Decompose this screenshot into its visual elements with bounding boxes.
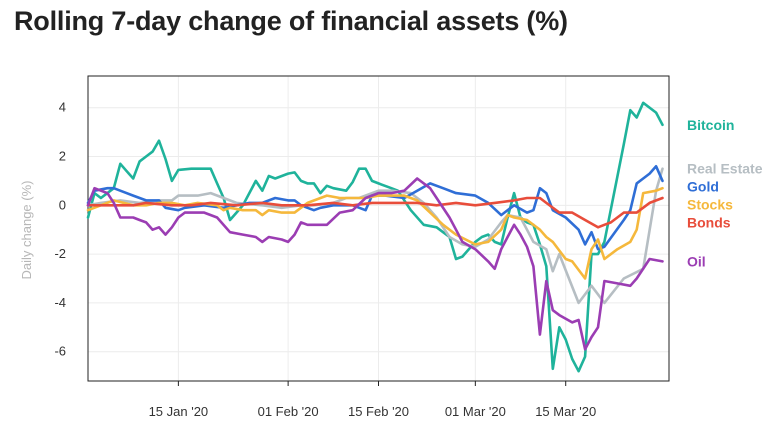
y-tick-label: -4 xyxy=(54,295,66,310)
series-lines xyxy=(86,101,664,373)
y-axis-title: Daily change (%) xyxy=(19,181,34,280)
legend: Bitcoin Real Estate Gold Stocks Bonds Oil xyxy=(687,117,763,270)
series-line-oil xyxy=(86,177,664,351)
series-line-bitcoin xyxy=(86,101,664,373)
y-tick-label: 0 xyxy=(59,197,66,212)
y-tick-label: 2 xyxy=(59,149,66,164)
legend-label-gold: Gold xyxy=(687,179,719,195)
series-line-bonds xyxy=(86,196,664,229)
x-tick-label: 01 Feb '20 xyxy=(258,404,319,419)
x-tick-label: 15 Jan '20 xyxy=(149,404,209,419)
axes: 4 2 0 -2 -4 -6 15 Jan '20 01 Feb '20 15 Feb '20 0… xyxy=(54,100,596,419)
y-tick-label: 4 xyxy=(59,100,66,115)
x-tick-label: 15 Mar '20 xyxy=(535,404,596,419)
legend-label-real-estate: Real Estate xyxy=(687,161,763,177)
x-tick-label: 15 Feb '20 xyxy=(348,404,409,419)
chart-title: Rolling 7-day change of financial assets… xyxy=(14,6,568,36)
legend-label-oil: Oil xyxy=(687,253,706,269)
series-line-real-estate xyxy=(86,167,664,305)
legend-label-bitcoin: Bitcoin xyxy=(687,117,734,133)
legend-label-bonds: Bonds xyxy=(687,215,731,231)
y-tick-label: -6 xyxy=(54,344,66,359)
legend-label-stocks: Stocks xyxy=(687,197,733,213)
y-tick-label: -2 xyxy=(54,246,66,261)
x-tick-label: 01 Mar '20 xyxy=(445,404,506,419)
